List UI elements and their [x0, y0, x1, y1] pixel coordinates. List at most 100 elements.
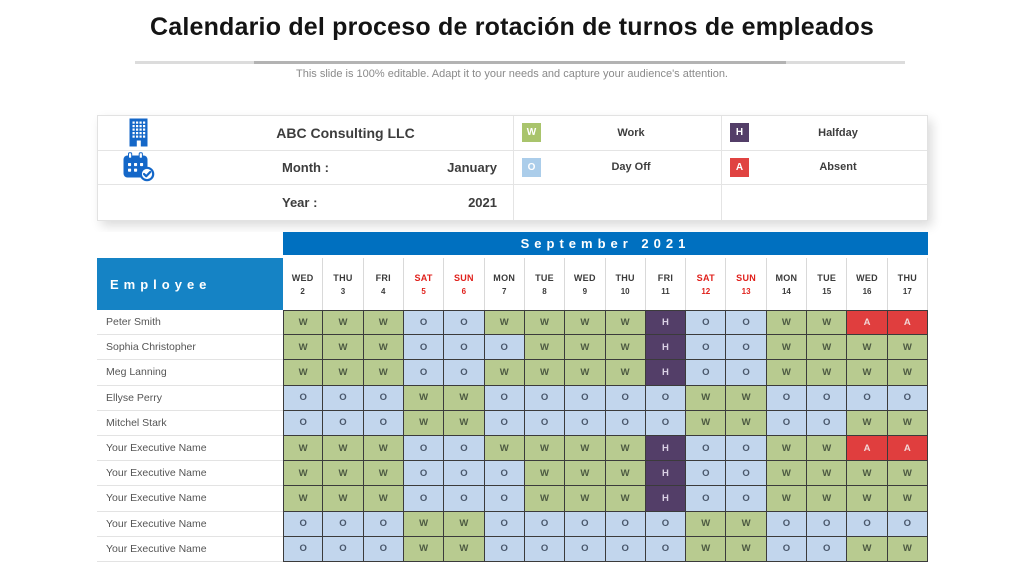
- status-cell-w[interactable]: W: [565, 360, 606, 386]
- status-cell-o[interactable]: O: [565, 410, 606, 436]
- status-cell-w[interactable]: W: [444, 385, 485, 411]
- status-cell-o[interactable]: O: [323, 385, 364, 411]
- status-cell-o[interactable]: O: [726, 310, 767, 336]
- status-cell-w[interactable]: W: [363, 335, 404, 361]
- status-cell-w[interactable]: W: [484, 360, 525, 386]
- status-cell-o[interactable]: O: [403, 335, 445, 361]
- status-cell-w[interactable]: W: [283, 461, 324, 487]
- status-cell-w[interactable]: W: [686, 511, 727, 537]
- status-cell-w[interactable]: W: [283, 435, 324, 462]
- status-cell-w[interactable]: W: [766, 310, 808, 336]
- status-cell-w[interactable]: W: [403, 385, 445, 411]
- status-cell-w[interactable]: W: [726, 410, 767, 436]
- status-cell-w[interactable]: W: [524, 435, 566, 462]
- status-cell-w[interactable]: W: [887, 410, 928, 436]
- status-cell-o[interactable]: O: [847, 511, 888, 537]
- status-cell-o[interactable]: O: [403, 486, 445, 512]
- status-cell-o[interactable]: O: [686, 310, 727, 336]
- status-cell-h[interactable]: H: [645, 360, 687, 386]
- status-cell-o[interactable]: O: [766, 536, 808, 562]
- status-cell-o[interactable]: O: [283, 536, 324, 562]
- status-cell-w[interactable]: W: [403, 511, 445, 537]
- status-cell-w[interactable]: W: [565, 461, 606, 487]
- status-cell-w[interactable]: W: [484, 435, 525, 462]
- status-cell-o[interactable]: O: [524, 385, 566, 411]
- status-cell-w[interactable]: W: [605, 310, 646, 336]
- status-cell-o[interactable]: O: [323, 536, 364, 562]
- status-cell-o[interactable]: O: [807, 410, 848, 436]
- status-cell-o[interactable]: O: [363, 385, 404, 411]
- status-cell-o[interactable]: O: [766, 511, 808, 537]
- status-cell-o[interactable]: O: [363, 511, 404, 537]
- status-cell-o[interactable]: O: [847, 385, 888, 411]
- status-cell-w[interactable]: W: [887, 461, 928, 487]
- status-cell-w[interactable]: W: [524, 360, 566, 386]
- status-cell-o[interactable]: O: [766, 385, 808, 411]
- status-cell-w[interactable]: W: [807, 360, 848, 386]
- status-cell-w[interactable]: W: [565, 486, 606, 512]
- status-cell-w[interactable]: W: [766, 435, 808, 462]
- status-cell-w[interactable]: W: [847, 360, 888, 386]
- status-cell-o[interactable]: O: [686, 435, 727, 462]
- status-cell-o[interactable]: O: [524, 410, 566, 436]
- status-cell-w[interactable]: W: [524, 310, 566, 336]
- status-cell-w[interactable]: W: [726, 385, 767, 411]
- status-cell-w[interactable]: W: [283, 310, 324, 336]
- status-cell-o[interactable]: O: [363, 536, 404, 562]
- status-cell-o[interactable]: O: [444, 310, 485, 336]
- status-cell-w[interactable]: W: [524, 461, 566, 487]
- status-cell-o[interactable]: O: [484, 461, 525, 487]
- status-cell-w[interactable]: W: [323, 360, 364, 386]
- status-cell-o[interactable]: O: [605, 410, 646, 436]
- status-cell-w[interactable]: W: [847, 461, 888, 487]
- status-cell-w[interactable]: W: [686, 385, 727, 411]
- status-cell-w[interactable]: W: [565, 435, 606, 462]
- status-cell-h[interactable]: H: [645, 486, 687, 512]
- status-cell-w[interactable]: W: [363, 360, 404, 386]
- status-cell-w[interactable]: W: [363, 461, 404, 487]
- status-cell-o[interactable]: O: [686, 486, 727, 512]
- status-cell-w[interactable]: W: [323, 486, 364, 512]
- status-cell-w[interactable]: W: [283, 335, 324, 361]
- status-cell-w[interactable]: W: [605, 486, 646, 512]
- status-cell-w[interactable]: W: [524, 486, 566, 512]
- status-cell-w[interactable]: W: [444, 536, 485, 562]
- status-cell-w[interactable]: W: [605, 461, 646, 487]
- status-cell-w[interactable]: W: [323, 461, 364, 487]
- status-cell-w[interactable]: W: [807, 335, 848, 361]
- status-cell-w[interactable]: W: [887, 486, 928, 512]
- status-cell-w[interactable]: W: [887, 536, 928, 562]
- status-cell-w[interactable]: W: [726, 511, 767, 537]
- status-cell-w[interactable]: W: [605, 360, 646, 386]
- status-cell-w[interactable]: W: [766, 461, 808, 487]
- status-cell-w[interactable]: W: [766, 486, 808, 512]
- status-cell-o[interactable]: O: [444, 486, 485, 512]
- status-cell-o[interactable]: O: [484, 511, 525, 537]
- status-cell-w[interactable]: W: [686, 410, 727, 436]
- status-cell-w[interactable]: W: [323, 310, 364, 336]
- status-cell-a[interactable]: A: [887, 435, 928, 462]
- status-cell-o[interactable]: O: [565, 385, 606, 411]
- status-cell-w[interactable]: W: [766, 360, 808, 386]
- status-cell-w[interactable]: W: [807, 435, 848, 462]
- status-cell-o[interactable]: O: [444, 360, 485, 386]
- status-cell-o[interactable]: O: [887, 385, 928, 411]
- status-cell-o[interactable]: O: [565, 511, 606, 537]
- status-cell-w[interactable]: W: [887, 360, 928, 386]
- status-cell-o[interactable]: O: [484, 536, 525, 562]
- status-cell-w[interactable]: W: [565, 310, 606, 336]
- status-cell-o[interactable]: O: [565, 536, 606, 562]
- status-cell-o[interactable]: O: [726, 435, 767, 462]
- status-cell-w[interactable]: W: [847, 410, 888, 436]
- status-cell-w[interactable]: W: [283, 486, 324, 512]
- status-cell-o[interactable]: O: [444, 335, 485, 361]
- status-cell-w[interactable]: W: [484, 310, 525, 336]
- status-cell-o[interactable]: O: [323, 410, 364, 436]
- status-cell-o[interactable]: O: [283, 410, 324, 436]
- status-cell-o[interactable]: O: [605, 511, 646, 537]
- status-cell-o[interactable]: O: [807, 511, 848, 537]
- status-cell-o[interactable]: O: [444, 461, 485, 487]
- status-cell-o[interactable]: O: [686, 461, 727, 487]
- status-cell-o[interactable]: O: [645, 410, 687, 436]
- status-cell-o[interactable]: O: [645, 511, 687, 537]
